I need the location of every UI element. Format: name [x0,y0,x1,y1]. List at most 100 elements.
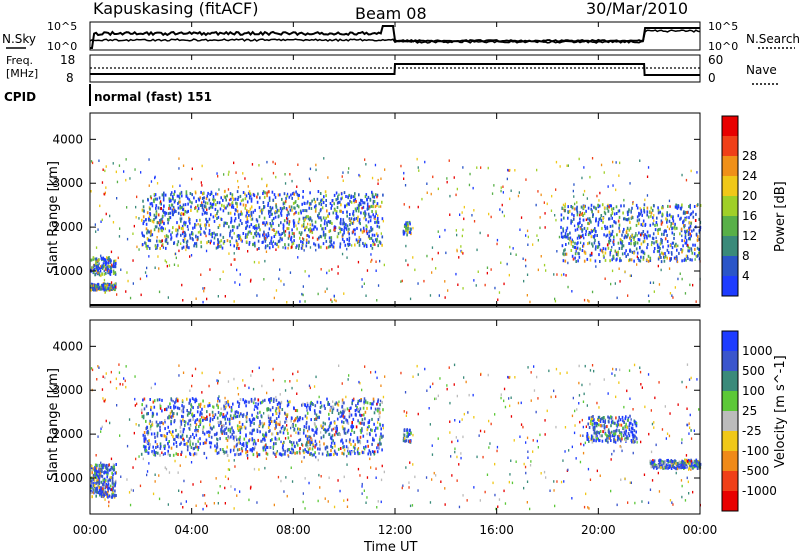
echo-cell [193,196,195,200]
echo-cell [301,403,303,407]
echo-cell [504,405,507,409]
echo-cell [297,197,300,200]
echo-cell [112,467,114,471]
echo-cell [659,227,661,231]
echo-cell [272,240,274,243]
echo-cell [375,211,377,215]
echo-cell [401,279,403,283]
echo-cell [111,476,114,480]
echo-cell [619,161,621,165]
echo-cell [627,233,629,237]
echo-cell [272,445,275,449]
echo-cell [304,404,306,407]
echo-cell [359,435,362,439]
echo-cell [595,245,597,249]
echo-cell [271,206,274,210]
echo-cell [595,437,598,441]
echo-cell [554,214,556,217]
echo-cell [461,211,463,214]
echo-cell [222,241,225,245]
echo-cell [610,458,612,461]
echo-cell [106,256,108,260]
echo-cell [678,460,681,464]
echo-cell [695,464,698,468]
echo-cell [697,253,699,257]
echo-cell [625,422,627,426]
echo-cell [243,400,246,404]
echo-cell [677,403,679,406]
echo-cell [536,234,538,237]
echo-cell [236,448,239,452]
echo-cell [369,229,371,233]
colorbar-segment [722,236,738,257]
echo-cell [283,192,286,196]
echo-cell [202,418,204,422]
echo-cell [357,439,360,443]
echo-cell [262,201,265,204]
echo-cell [356,206,359,210]
echo-cell [438,294,440,297]
echo-cell [301,417,304,421]
echo-cell [153,213,156,217]
echo-cell [220,239,223,243]
echo-cell [619,280,621,283]
echo-cell [692,466,694,470]
echo-cell [457,439,459,443]
echo-cell [563,249,565,253]
echo-cell [236,246,238,250]
echo-cell [110,370,112,374]
echo-cell [181,414,183,418]
echo-cell [654,223,656,227]
echo-cell [302,195,304,199]
echo-cell [195,223,197,227]
echo-cell [202,399,204,403]
echo-cell [175,434,178,438]
echo-cell [686,255,689,259]
echo-cell [201,164,203,168]
echo-cell [342,414,345,418]
echo-cell [590,416,593,420]
echo-cell [177,202,179,206]
echo-cell [97,365,99,368]
echo-cell [308,235,310,239]
y-tick-label: 4000 [52,132,83,146]
echo-cell [255,224,257,228]
echo-cell [300,246,303,250]
echo-cell [584,204,586,208]
echo-cell [319,443,321,447]
echo-cell [291,245,293,249]
echo-cell [342,408,345,412]
echo-cell [90,190,92,193]
echo-cell [618,267,620,270]
echo-cell [337,265,339,268]
echo-cell [373,452,376,455]
echo-cell [428,407,430,410]
echo-cell [189,389,191,392]
echo-cell [273,503,275,507]
echo-cell [342,233,344,237]
echo-cell [369,198,372,202]
echo-cell [591,210,593,214]
echo-cell [194,420,196,424]
echo-cell [152,451,154,455]
echo-cell [274,210,277,213]
echo-cell [112,494,114,498]
echo-cell [274,427,276,431]
echo-cell [206,220,209,224]
echo-cell [145,227,148,231]
echo-cell [680,227,683,231]
echo-cell [496,238,499,242]
echo-cell [209,241,211,245]
echo-cell [446,177,448,180]
echo-cell [215,192,217,196]
echo-cell [286,227,288,231]
echo-cell [160,421,163,424]
echo-cell [579,211,581,215]
echo-cell [310,400,312,404]
echo-cell [342,179,344,182]
echo-cell [296,204,299,208]
echo-cell [359,238,362,242]
echo-cell [686,244,688,247]
echo-cell [642,250,645,254]
echo-cell [140,408,143,412]
